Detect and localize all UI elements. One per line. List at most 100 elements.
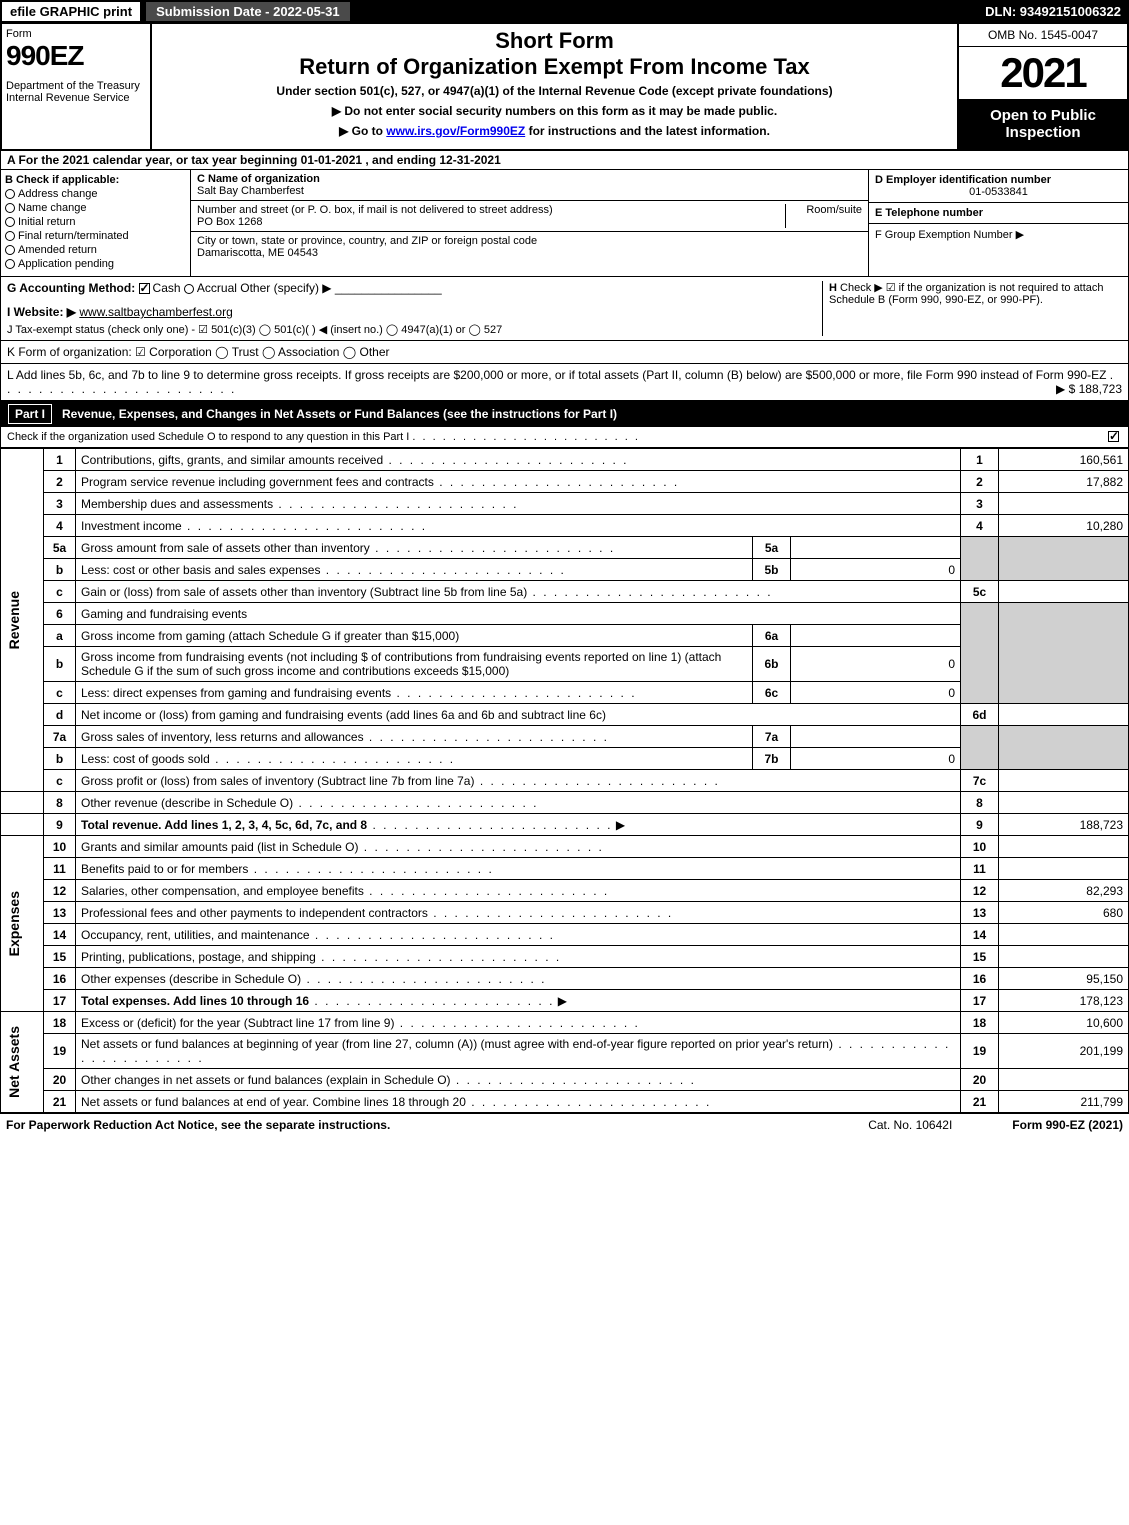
chk-accrual[interactable] bbox=[184, 284, 194, 294]
section-l: L Add lines 5b, 6c, and 7b to line 9 to … bbox=[0, 364, 1129, 401]
part1-title: Revenue, Expenses, and Changes in Net As… bbox=[62, 407, 1121, 421]
group-exemption-row: F Group Exemption Number ▶ bbox=[869, 224, 1128, 276]
short-form-title: Short Form bbox=[156, 28, 953, 54]
ein-row: D Employer identification number 01-0533… bbox=[869, 170, 1128, 203]
chk-initial-return[interactable]: Initial return bbox=[5, 216, 186, 228]
l-amount: ▶ $ 188,723 bbox=[1056, 382, 1122, 396]
street-label: Number and street (or P. O. box, if mail… bbox=[197, 204, 553, 216]
b-label: B bbox=[5, 174, 13, 186]
ein-value: 01-0533841 bbox=[875, 186, 1122, 198]
open-inspection: Open to Public Inspection bbox=[959, 99, 1127, 149]
expenses-vert-label: Expenses bbox=[6, 891, 22, 956]
line-7c: cGross profit or (loss) from sales of in… bbox=[1, 770, 1129, 792]
group-exemption-label: F Group Exemption Number ▶ bbox=[875, 228, 1122, 241]
line-4: 4Investment income410,280 bbox=[1, 515, 1129, 537]
info-grid: B Check if applicable: Address change Na… bbox=[0, 170, 1129, 277]
city-value: Damariscotta, ME 04543 bbox=[197, 247, 318, 259]
org-name-row: C Name of organization Salt Bay Chamberf… bbox=[191, 170, 868, 201]
page-footer: For Paperwork Reduction Act Notice, see … bbox=[0, 1113, 1129, 1136]
website-link[interactable]: www.saltbaychamberfest.org bbox=[79, 305, 232, 319]
line-15: 15Printing, publications, postage, and s… bbox=[1, 946, 1129, 968]
cat-number: Cat. No. 10642I bbox=[868, 1118, 952, 1132]
part1-subtitle: Check if the organization used Schedule … bbox=[0, 427, 1129, 448]
revenue-vert-label: Revenue bbox=[6, 591, 22, 649]
chk-amended-return[interactable]: Amended return bbox=[5, 244, 186, 256]
revenue-table: Revenue 1Contributions, gifts, grants, a… bbox=[0, 448, 1129, 1113]
omb-number: OMB No. 1545-0047 bbox=[959, 24, 1127, 47]
section-d: D Employer identification number 01-0533… bbox=[868, 170, 1128, 276]
g-label: G Accounting Method: bbox=[7, 281, 135, 295]
street-value: PO Box 1268 bbox=[197, 216, 262, 228]
line-14: 14Occupancy, rent, utilities, and mainte… bbox=[1, 924, 1129, 946]
telephone-row: E Telephone number bbox=[869, 203, 1128, 224]
chk-name-change[interactable]: Name change bbox=[5, 202, 186, 214]
check-if-applicable: Check if applicable: bbox=[16, 174, 119, 186]
line-20: 20Other changes in net assets or fund ba… bbox=[1, 1069, 1129, 1091]
form-number: 990EZ bbox=[6, 40, 146, 72]
irs-link[interactable]: www.irs.gov/Form990EZ bbox=[386, 124, 525, 138]
form-ref: Form 990-EZ (2021) bbox=[1012, 1118, 1123, 1132]
line-9: 9Total revenue. Add lines 1, 2, 3, 4, 5c… bbox=[1, 814, 1129, 836]
efile-label[interactable]: efile GRAPHIC print bbox=[0, 0, 142, 23]
dln-label: DLN: 93492151006322 bbox=[977, 2, 1129, 21]
top-bar: efile GRAPHIC print Submission Date - 20… bbox=[0, 0, 1129, 22]
line-7a: 7aGross sales of inventory, less returns… bbox=[1, 726, 1129, 748]
line-6a: aGross income from gaming (attach Schedu… bbox=[1, 625, 1129, 647]
submission-date: Submission Date - 2022-05-31 bbox=[144, 0, 352, 23]
under-section: Under section 501(c), 527, or 4947(a)(1)… bbox=[156, 84, 953, 98]
header-right: OMB No. 1545-0047 2021 Open to Public In… bbox=[957, 24, 1127, 149]
line-18: Net Assets 18Excess or (deficit) for the… bbox=[1, 1012, 1129, 1034]
line-5c: cGain or (loss) from sale of assets othe… bbox=[1, 581, 1129, 603]
section-h: H Check ▶ ☑ if the organization is not r… bbox=[822, 281, 1122, 336]
line-12: 12Salaries, other compensation, and empl… bbox=[1, 880, 1129, 902]
paperwork-notice: For Paperwork Reduction Act Notice, see … bbox=[6, 1118, 390, 1132]
no-ssn-instruction: ▶ Do not enter social security numbers o… bbox=[156, 104, 953, 118]
header-center: Short Form Return of Organization Exempt… bbox=[152, 24, 957, 149]
part1-header: Part I Revenue, Expenses, and Changes in… bbox=[0, 401, 1129, 427]
section-c: C Name of organization Salt Bay Chamberf… bbox=[191, 170, 868, 276]
org-name: Salt Bay Chamberfest bbox=[197, 185, 304, 197]
goto-instruction: ▶ Go to www.irs.gov/Form990EZ for instru… bbox=[156, 124, 953, 138]
chk-schedule-o[interactable] bbox=[1108, 431, 1119, 442]
return-title: Return of Organization Exempt From Incom… bbox=[156, 54, 953, 80]
h-text: Check ▶ ☑ if the organization is not req… bbox=[829, 282, 1104, 306]
form-header: Form 990EZ Department of the Treasury In… bbox=[0, 22, 1129, 151]
line-19: 19Net assets or fund balances at beginni… bbox=[1, 1034, 1129, 1069]
line-3: 3Membership dues and assessments3 bbox=[1, 493, 1129, 515]
chk-cash[interactable] bbox=[139, 283, 150, 294]
street-row: Number and street (or P. O. box, if mail… bbox=[191, 201, 868, 232]
section-b: B Check if applicable: Address change Na… bbox=[1, 170, 191, 276]
chk-address-change[interactable]: Address change bbox=[5, 188, 186, 200]
tax-year: 2021 bbox=[959, 47, 1127, 99]
line-13: 13Professional fees and other payments t… bbox=[1, 902, 1129, 924]
chk-final-return[interactable]: Final return/terminated bbox=[5, 230, 186, 242]
city-label: City or town, state or province, country… bbox=[197, 235, 537, 247]
section-g: G Accounting Method: Cash Accrual Other … bbox=[7, 281, 822, 336]
line-2: 2Program service revenue including gover… bbox=[1, 471, 1129, 493]
line-5b: bLess: cost or other basis and sales exp… bbox=[1, 559, 1129, 581]
netassets-vert-label: Net Assets bbox=[6, 1026, 22, 1098]
line-1: Revenue 1Contributions, gifts, grants, a… bbox=[1, 449, 1129, 471]
line-7b: bLess: cost of goods sold7b0 bbox=[1, 748, 1129, 770]
i-label: I Website: ▶ bbox=[7, 305, 76, 319]
line-16: 16Other expenses (describe in Schedule O… bbox=[1, 968, 1129, 990]
line-6b: bGross income from fundraising events (n… bbox=[1, 647, 1129, 682]
section-a: A For the 2021 calendar year, or tax yea… bbox=[0, 151, 1129, 170]
line-17: 17Total expenses. Add lines 10 through 1… bbox=[1, 990, 1129, 1012]
line-6: 6Gaming and fundraising events bbox=[1, 603, 1129, 625]
section-j: J Tax-exempt status (check only one) - ☑… bbox=[7, 323, 822, 336]
line-8: 8Other revenue (describe in Schedule O)8 bbox=[1, 792, 1129, 814]
chk-application-pending[interactable]: Application pending bbox=[5, 258, 186, 270]
line-6c: cLess: direct expenses from gaming and f… bbox=[1, 682, 1129, 704]
section-k: K Form of organization: ☑ Corporation ◯ … bbox=[0, 341, 1129, 364]
department-label: Department of the Treasury Internal Reve… bbox=[6, 80, 146, 104]
header-left: Form 990EZ Department of the Treasury In… bbox=[2, 24, 152, 149]
ein-label: D Employer identification number bbox=[875, 174, 1122, 186]
line-10: Expenses 10Grants and similar amounts pa… bbox=[1, 836, 1129, 858]
c-label: C Name of organization bbox=[197, 173, 320, 185]
line-21: 21Net assets or fund balances at end of … bbox=[1, 1091, 1129, 1113]
telephone-label: E Telephone number bbox=[875, 207, 1122, 219]
line-6d: dNet income or (loss) from gaming and fu… bbox=[1, 704, 1129, 726]
l-text: L Add lines 5b, 6c, and 7b to line 9 to … bbox=[7, 368, 1106, 382]
city-row: City or town, state or province, country… bbox=[191, 232, 868, 262]
